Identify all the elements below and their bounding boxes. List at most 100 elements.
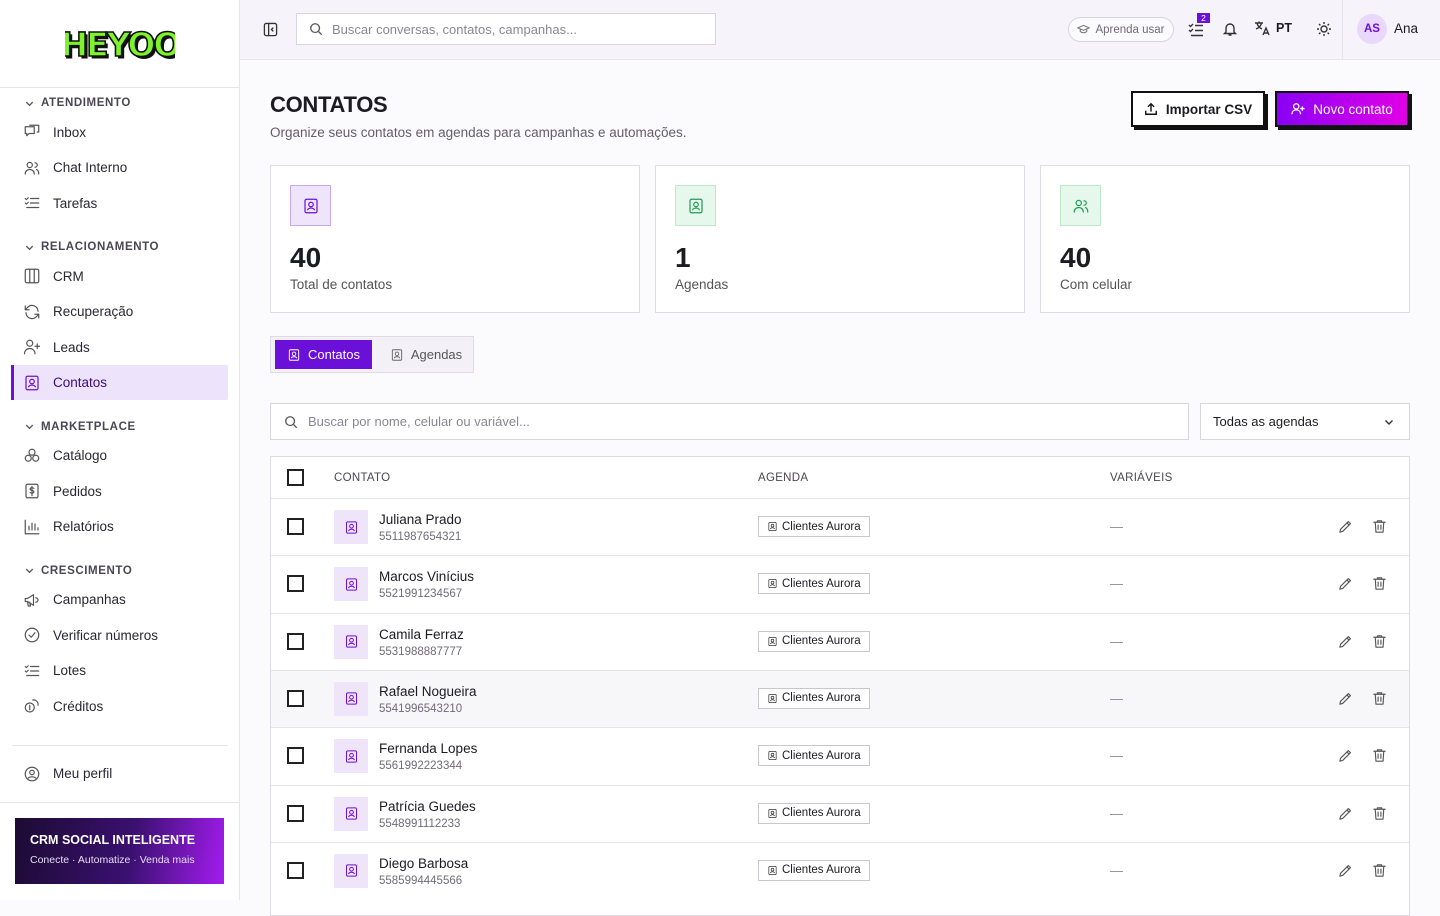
stat-label: Total de contatos xyxy=(290,277,393,292)
stat-icon xyxy=(290,185,331,226)
user-plus-icon xyxy=(23,339,41,355)
edit-button[interactable] xyxy=(1337,633,1354,650)
table-row: Marcos Vinícius 5521991234567 Clientes Aur… xyxy=(271,555,1409,612)
edit-button[interactable] xyxy=(1337,862,1354,879)
edit-button[interactable] xyxy=(1337,575,1354,592)
section-header[interactable]: ATENDIMENTO xyxy=(0,92,239,115)
nav-item[interactable]: Recuperação xyxy=(11,294,228,330)
nav-label: Créditos xyxy=(53,698,104,714)
theme-button[interactable] xyxy=(1316,21,1332,37)
tab[interactable]: Contatos xyxy=(275,340,372,369)
contact-phone: 5585994445566 xyxy=(379,874,463,887)
agenda-tag: Clientes Aurora xyxy=(758,630,870,652)
new-contact-label: Novo contato xyxy=(1313,101,1393,117)
section-title: ATENDIMENTO xyxy=(41,97,131,109)
checkbox[interactable] xyxy=(287,518,304,535)
tasks-button[interactable] xyxy=(1188,22,1204,38)
nav-item[interactable]: Lotes xyxy=(11,653,228,689)
checkbox[interactable] xyxy=(287,689,304,707)
contact-name[interactable]: Diego Barbosa xyxy=(379,855,469,871)
tab-label: Agendas xyxy=(410,347,463,362)
contact-name[interactable]: Rafael Nogueira xyxy=(379,683,477,699)
checkbox[interactable] xyxy=(287,861,304,879)
nav-item[interactable]: CRM xyxy=(11,258,228,294)
variables: — xyxy=(1110,805,1123,821)
delete-button[interactable] xyxy=(1371,575,1388,592)
edit-button[interactable] xyxy=(1337,747,1354,764)
edit-button[interactable] xyxy=(1337,805,1354,822)
import-button[interactable]: Importar CSV xyxy=(1131,91,1265,127)
stat-value: 40 xyxy=(290,242,322,273)
nav-label: Recuperação xyxy=(53,304,134,319)
nav-item[interactable]: Contatos xyxy=(11,364,228,401)
global-search[interactable]: Buscar conversas, contatos, campanhas... xyxy=(296,13,716,45)
nav-label: Chat Interno xyxy=(53,160,128,175)
notifications-button[interactable] xyxy=(1222,21,1238,37)
user-plus-icon xyxy=(1291,103,1305,115)
avatar[interactable]: AS xyxy=(1357,14,1387,44)
tab[interactable]: Agendas xyxy=(376,340,476,369)
checkbox[interactable] xyxy=(287,469,304,486)
user-name[interactable]: Ana xyxy=(1394,21,1419,36)
agenda-tag: Clientes Aurora xyxy=(758,859,870,881)
pen-icon xyxy=(1339,520,1352,533)
contact-name[interactable]: Fernanda Lopes xyxy=(379,741,478,757)
checkbox[interactable] xyxy=(287,575,304,593)
delete-button[interactable] xyxy=(1371,518,1388,535)
nav-item[interactable]: Tarefas xyxy=(11,185,228,221)
promo-banner[interactable]: CRM SOCIAL INTELIGENTE Conecte · Automat… xyxy=(15,818,224,884)
nav-item[interactable]: Créditos xyxy=(11,688,228,724)
nav-item[interactable]: Leads xyxy=(11,329,228,365)
contact-avatar xyxy=(334,567,368,602)
nav-label: Leads xyxy=(53,339,90,355)
contact-icon xyxy=(391,348,402,361)
contact-name[interactable]: Camila Ferraz xyxy=(379,626,464,642)
columns-icon xyxy=(24,268,40,284)
nav-label: Verificar números xyxy=(53,627,159,643)
section-header[interactable]: MARKETPLACE xyxy=(0,415,239,438)
contact-name[interactable]: Marcos Vinícius xyxy=(379,569,475,585)
nav-item[interactable]: Campanhas xyxy=(11,582,228,618)
section-header[interactable]: CRESCIMENTO xyxy=(0,559,239,582)
delete-button[interactable] xyxy=(1371,690,1388,707)
nav-item[interactable]: Verificar números xyxy=(11,617,228,653)
section-header[interactable]: RELACIONAMENTO xyxy=(0,236,239,259)
edit-button[interactable] xyxy=(1337,518,1354,535)
nav-item[interactable]: Relatórios xyxy=(11,509,228,545)
agenda-name: Clientes Aurora xyxy=(782,577,861,590)
delete-button[interactable] xyxy=(1371,633,1388,650)
language-button[interactable]: PT xyxy=(1254,20,1292,36)
checkbox[interactable] xyxy=(287,804,304,822)
nav-item[interactable]: Catálogo xyxy=(11,438,228,474)
delete-button[interactable] xyxy=(1371,805,1388,822)
profile-label: Meu perfil xyxy=(53,766,113,782)
stat-card: 40 Com celular xyxy=(1040,165,1410,313)
logo[interactable]: HEYOO HEYOO xyxy=(65,19,175,69)
contact-name[interactable]: Juliana Prado xyxy=(379,512,462,527)
tasks-badge: 2 xyxy=(1197,13,1210,23)
contact-name[interactable]: Patrícia Guedes xyxy=(379,798,476,814)
edit-button[interactable] xyxy=(1337,690,1354,707)
search-icon xyxy=(285,415,298,428)
contact-search[interactable]: Buscar por nome, celular ou variável... xyxy=(270,403,1189,440)
chevron-icon xyxy=(25,245,34,250)
agenda-select[interactable]: Todas as agendas xyxy=(1200,403,1410,440)
new-contact-button[interactable]: Novo contato xyxy=(1275,91,1409,127)
collapse-button[interactable] xyxy=(263,22,278,37)
learn-button[interactable]: Aprenda usar xyxy=(1068,17,1174,42)
nav-item[interactable]: Pedidos xyxy=(11,473,228,509)
delete-button[interactable] xyxy=(1371,747,1388,764)
nav-item[interactable]: Inbox xyxy=(11,114,228,150)
profile-link[interactable]: Meu perfil xyxy=(11,756,228,792)
delete-button[interactable] xyxy=(1371,862,1388,879)
checkbox[interactable] xyxy=(287,747,304,765)
contact-avatar xyxy=(334,681,368,716)
learn-label: Aprenda usar xyxy=(1095,23,1165,36)
nav-item[interactable]: Chat Interno xyxy=(11,150,228,186)
column-header: CONTATO xyxy=(334,472,391,484)
grid-icon xyxy=(24,448,40,462)
nav-label: CRM xyxy=(53,268,84,284)
tab-label: Contatos xyxy=(307,347,361,362)
pen-icon xyxy=(1339,864,1352,877)
checkbox[interactable] xyxy=(287,632,304,650)
